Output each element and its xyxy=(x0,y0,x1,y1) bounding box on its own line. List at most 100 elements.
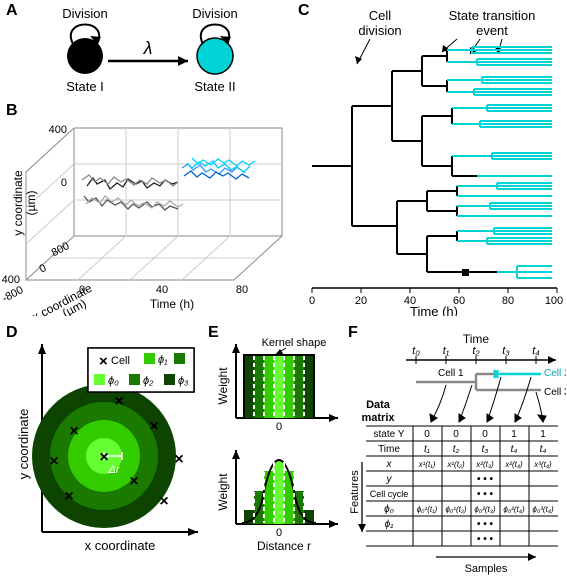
svg-text:• • •: • • • xyxy=(477,474,494,485)
svg-text:t₂: t₂ xyxy=(453,444,460,455)
lambda-label: λ xyxy=(143,38,153,58)
cell1-label: Cell 1 xyxy=(438,368,464,379)
svg-text:• • •: • • • xyxy=(477,534,494,545)
svg-text:0: 0 xyxy=(276,421,282,433)
time-axis-label: Time (h) xyxy=(410,304,458,316)
transition-arrow-head xyxy=(178,56,188,66)
samples-label: Samples xyxy=(465,563,508,575)
y-axis-label-unit: (µm) xyxy=(24,191,38,216)
svg-text:0: 0 xyxy=(309,295,315,307)
svg-text:x²(t₄): x²(t₄) xyxy=(504,460,523,469)
f-time-label: Time xyxy=(463,332,490,346)
state2-label: State II xyxy=(194,79,235,94)
svg-text:t₂: t₂ xyxy=(472,345,480,357)
svg-text:×: × xyxy=(99,449,108,466)
panel-d-legend-extra xyxy=(14,336,204,396)
z-axis-tick-0: 0 xyxy=(79,284,85,296)
svg-text:t₄: t₄ xyxy=(540,444,547,455)
y-axis-tick-0: 0 xyxy=(61,177,67,189)
svg-text:ϕ₀²(t₃): ϕ₀²(t₃) xyxy=(474,505,496,514)
panel-c-svg: Cell division State transition event xyxy=(302,6,564,316)
delta-r-label: Δr xyxy=(107,464,120,476)
state1-label: State I xyxy=(66,79,104,94)
mapping-arrows xyxy=(430,377,546,422)
svg-text:×: × xyxy=(69,423,78,440)
svg-text:• • •: • • • xyxy=(477,519,494,530)
panel-f-svg: Time t₀ t₁ t₂ t₃ t₄ Cell 1 Cell 2 Cell 3… xyxy=(346,332,566,576)
svg-text:t₃: t₃ xyxy=(502,345,510,357)
svg-text:ϕ₀¹(t₂): ϕ₀¹(t₂) xyxy=(445,505,466,514)
box-kernel-plot: Weight 0 Kernel shape xyxy=(216,337,338,433)
3d-box xyxy=(26,128,282,280)
mini-lineage xyxy=(416,370,541,390)
svg-text:t₄: t₄ xyxy=(511,444,518,455)
svg-text:ϕ₀²(t₄): ϕ₀²(t₄) xyxy=(503,505,525,514)
panel-e-svg: Weight 0 Kernel shape Weight 0 Distance … xyxy=(214,336,344,568)
panel-b-svg: 400 0 -400 y coordinate (µm) 800 0 -800 … xyxy=(2,108,302,316)
svg-text:1: 1 xyxy=(540,429,546,440)
svg-text:x: x xyxy=(386,459,393,470)
y-axis-tick-n400: -400 xyxy=(2,274,20,286)
data-label-2: matrix xyxy=(361,412,395,424)
svg-text:t₀: t₀ xyxy=(412,345,420,357)
svg-text:Time: Time xyxy=(378,444,400,455)
svg-text:×: × xyxy=(174,451,183,468)
d-xlabel: x coordinate xyxy=(85,538,156,553)
svg-text:0: 0 xyxy=(453,429,459,440)
svg-text:80: 80 xyxy=(502,295,514,307)
transition-label-2: event xyxy=(476,23,508,38)
svg-text:×: × xyxy=(129,473,138,490)
svg-text:0: 0 xyxy=(276,527,282,539)
panel-a-label: A xyxy=(6,2,18,20)
svg-text:×: × xyxy=(64,488,73,505)
panel-a-svg: Division Division λ State I State II xyxy=(20,6,280,98)
y-axis-tick-400: 400 xyxy=(49,124,67,136)
traces xyxy=(82,158,255,210)
celldiv-label-2: division xyxy=(358,23,401,38)
lineage-tree xyxy=(312,47,552,278)
z-axis-tick-80: 80 xyxy=(236,284,248,296)
cell3-label: Cell 3 xyxy=(544,387,566,398)
d-ylabel: y coordinate xyxy=(16,409,31,480)
svg-text:0: 0 xyxy=(424,429,430,440)
svg-text:×: × xyxy=(49,453,58,470)
svg-text:Cell cycle: Cell cycle xyxy=(370,489,409,499)
z-axis-label: Time (h) xyxy=(150,297,194,311)
svg-text:x¹(t₁): x¹(t₁) xyxy=(418,460,436,469)
svg-text:• • •: • • • xyxy=(477,489,494,500)
svg-text:t₁: t₁ xyxy=(424,444,430,455)
f-time-ticks: t₀ t₁ t₂ t₃ t₄ xyxy=(412,345,540,364)
cell2-label: Cell 2 xyxy=(544,368,566,379)
celldiv-label-1: Cell xyxy=(369,8,392,23)
gauss-kernel-plot: Weight 0 Distance r xyxy=(216,450,338,553)
svg-text:x²(t₃): x²(t₃) xyxy=(475,460,494,469)
svg-text:ϕ₀¹(t₁): ϕ₀¹(t₁) xyxy=(417,505,438,514)
e-xlabel: Distance r xyxy=(257,539,311,553)
svg-text:x³(t₄): x³(t₄) xyxy=(533,460,552,469)
division-label-2: Division xyxy=(192,6,238,21)
svg-text:t₃: t₃ xyxy=(482,444,489,455)
svg-text:y: y xyxy=(386,474,393,485)
x-axis-tick-0: 0 xyxy=(37,262,48,275)
svg-text:ϕ₁: ϕ₁ xyxy=(385,519,394,530)
features-label: Features xyxy=(349,470,361,514)
svg-text:t₄: t₄ xyxy=(532,345,539,357)
svg-text:ϕ₀: ϕ₀ xyxy=(384,504,394,515)
division-label-1: Division xyxy=(62,6,108,21)
transition-label-1: State transition xyxy=(449,8,536,23)
svg-text:ϕ₀³(t₄): ϕ₀³(t₄) xyxy=(532,505,554,514)
kernel-shape-label: Kernel shape xyxy=(262,337,327,349)
svg-text:Weight: Weight xyxy=(216,473,230,511)
svg-text:x¹(t₂): x¹(t₂) xyxy=(446,460,465,469)
svg-text:×: × xyxy=(159,493,168,510)
svg-text:0: 0 xyxy=(482,429,488,440)
svg-text:1: 1 xyxy=(511,429,517,440)
svg-text:state Y: state Y xyxy=(374,429,405,440)
z-axis-tick-40: 40 xyxy=(156,284,168,296)
svg-text:t₁: t₁ xyxy=(443,345,450,357)
svg-text:×: × xyxy=(149,418,158,435)
figure-root: A Division Division λ State I State II B xyxy=(0,0,567,577)
svg-text:20: 20 xyxy=(355,295,367,307)
x-axis-tick-800: 800 xyxy=(50,240,72,259)
svg-text:Weight: Weight xyxy=(216,367,230,405)
